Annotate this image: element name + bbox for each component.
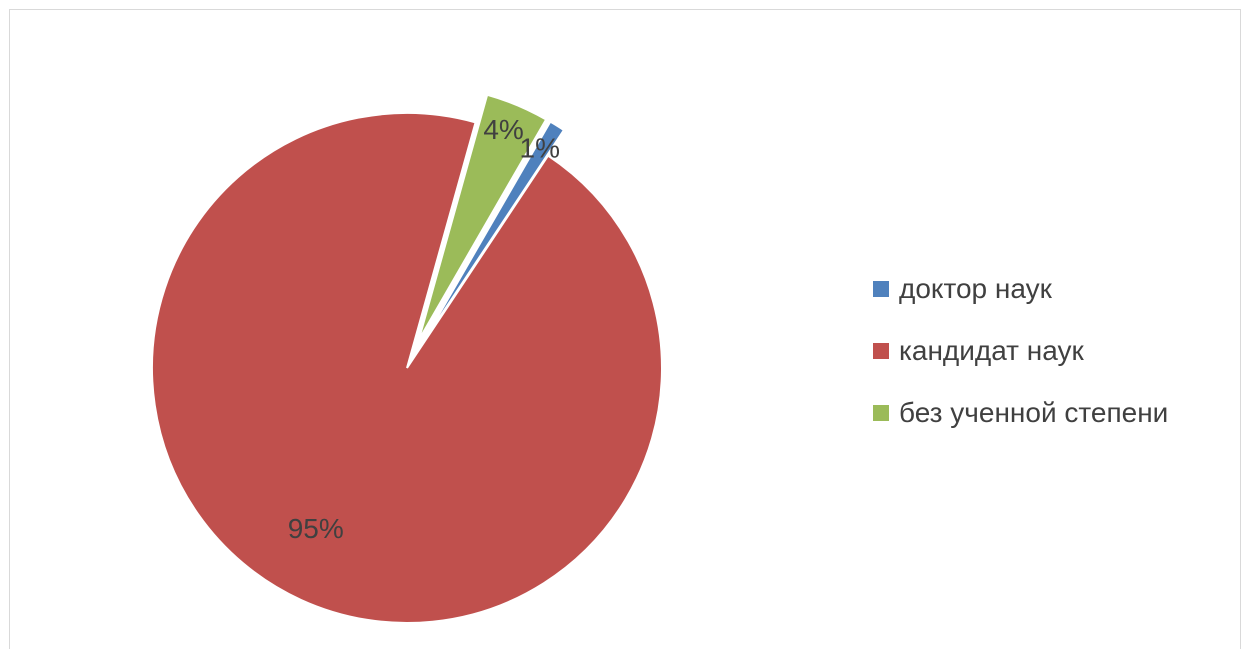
legend-swatch [873, 281, 889, 297]
legend-item: доктор наук [873, 258, 1233, 320]
legend-item: кандидат наук [873, 320, 1233, 382]
pie-slice-2 [417, 93, 548, 341]
pie-slices [151, 93, 664, 624]
legend-label: кандидат наук [899, 335, 1084, 366]
data-label-0: 1% [520, 132, 560, 163]
data-label-2: 4% [483, 114, 523, 145]
legend-label: доктор наук [899, 273, 1052, 304]
pie-slice-0 [421, 120, 566, 344]
pie-data-labels: 1% 95% 4% [288, 114, 560, 544]
legend-label: без ученной степени [899, 397, 1169, 428]
chart-legend: доктор наук кандидат наук без ученной степ… [873, 258, 1233, 444]
legend-swatch [873, 405, 889, 421]
legend-swatch [873, 343, 889, 359]
legend-item: без ученной степени [873, 382, 1233, 444]
data-label-1: 95% [288, 513, 344, 544]
pie-slice-1 [151, 112, 664, 624]
